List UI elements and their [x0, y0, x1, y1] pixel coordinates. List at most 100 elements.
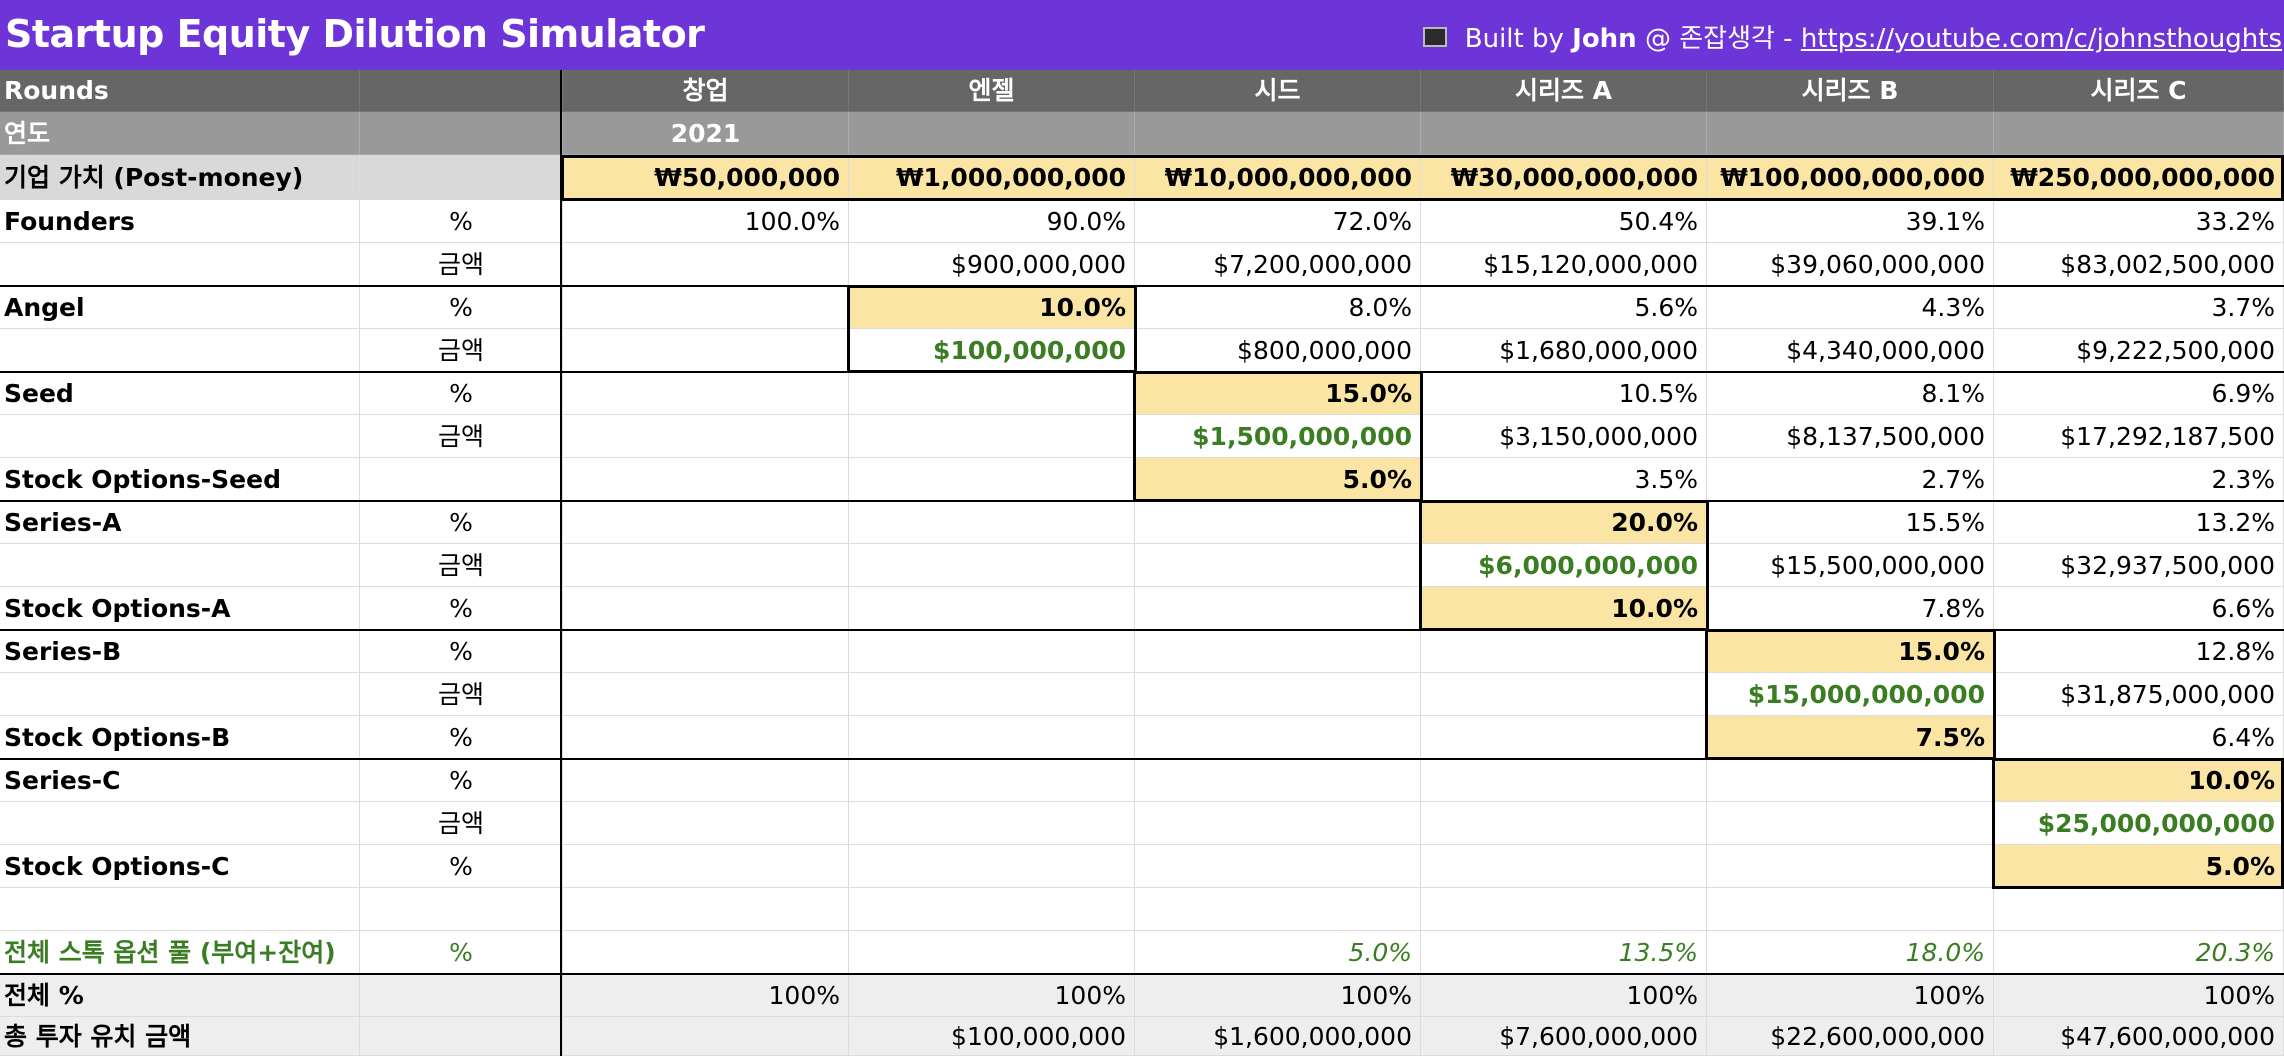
row-name[interactable]: Founders — [0, 200, 360, 243]
data-cell[interactable]: 5.6% — [1421, 286, 1707, 329]
data-cell[interactable] — [563, 1017, 849, 1056]
data-cell[interactable]: $6,000,000,000 — [1421, 544, 1707, 587]
option-pool-label[interactable]: 전체 스톡 옵션 풀 (부여+잔여) — [0, 931, 360, 974]
data-cell[interactable]: 33.2% — [1994, 200, 2284, 243]
year-cell[interactable] — [849, 112, 1135, 155]
data-cell[interactable]: $900,000,000 — [849, 243, 1135, 286]
data-cell[interactable]: 13.5% — [1421, 931, 1707, 974]
data-cell[interactable] — [563, 243, 849, 286]
data-cell[interactable]: $83,002,500,000 — [1994, 243, 2284, 286]
data-cell[interactable]: $15,000,000,000 — [1707, 673, 1994, 716]
data-cell[interactable] — [1421, 759, 1707, 802]
round-header-series-c[interactable]: 시리즈 C — [1994, 70, 2284, 112]
header-blank-cell[interactable] — [360, 70, 563, 112]
data-cell[interactable] — [1421, 845, 1707, 888]
row-unit[interactable]: % — [360, 372, 563, 415]
round-header-angel[interactable]: 엔젤 — [849, 70, 1135, 112]
youtube-link[interactable]: https://youtube.com/c/johnsthoughts — [1800, 24, 2282, 54]
row-name[interactable]: Series-C — [0, 759, 360, 802]
data-cell[interactable] — [849, 931, 1135, 974]
data-cell[interactable]: 5.0% — [1135, 931, 1421, 974]
row-unit[interactable] — [360, 458, 563, 501]
data-cell[interactable] — [1135, 759, 1421, 802]
data-cell[interactable]: $8,137,500,000 — [1707, 415, 1994, 458]
data-cell[interactable]: 3.7% — [1994, 286, 2284, 329]
round-header-series-a[interactable]: 시리즈 A — [1421, 70, 1707, 112]
data-cell[interactable] — [563, 673, 849, 716]
data-cell[interactable] — [1707, 759, 1994, 802]
data-cell[interactable] — [563, 630, 849, 673]
data-cell[interactable]: $15,120,000,000 — [1421, 243, 1707, 286]
data-cell[interactable] — [563, 802, 849, 845]
round-header-seed[interactable]: 시드 — [1135, 70, 1421, 112]
data-cell[interactable]: $7,200,000,000 — [1135, 243, 1421, 286]
data-cell[interactable]: 15.5% — [1707, 501, 1994, 544]
row-name[interactable]: Seed — [0, 372, 360, 415]
row-unit[interactable]: % — [360, 630, 563, 673]
data-cell[interactable]: 2.3% — [1994, 458, 2284, 501]
data-cell[interactable]: 50.4% — [1421, 200, 1707, 243]
data-cell[interactable]: $4,340,000,000 — [1707, 329, 1994, 372]
data-cell[interactable] — [1135, 587, 1421, 630]
data-cell[interactable] — [849, 888, 1135, 931]
data-cell[interactable] — [563, 458, 849, 501]
row-name[interactable]: Series-A — [0, 501, 360, 544]
data-cell[interactable]: 10.5% — [1421, 372, 1707, 415]
data-cell[interactable]: 20.0% — [1421, 501, 1707, 544]
row-unit[interactable]: 금액 — [360, 243, 563, 286]
data-cell[interactable]: 3.5% — [1421, 458, 1707, 501]
data-cell[interactable]: $22,600,000,000 — [1707, 1017, 1994, 1056]
total-investment-label[interactable]: 총 투자 유치 금액 — [0, 1017, 360, 1056]
data-cell[interactable]: $47,600,000,000 — [1994, 1017, 2284, 1056]
row-name[interactable]: Stock Options-C — [0, 845, 360, 888]
year-value[interactable]: 2021 — [563, 112, 849, 155]
data-cell[interactable] — [563, 759, 849, 802]
row-name[interactable] — [0, 673, 360, 716]
row-unit[interactable]: 금액 — [360, 329, 563, 372]
data-cell[interactable]: 7.8% — [1707, 587, 1994, 630]
row-name[interactable] — [0, 544, 360, 587]
row-unit[interactable]: % — [360, 759, 563, 802]
data-cell[interactable]: $100,000,000 — [849, 1017, 1135, 1056]
row-unit[interactable]: % — [360, 501, 563, 544]
rounds-label[interactable]: Rounds — [0, 70, 360, 112]
data-cell[interactable]: $7,600,000,000 — [1421, 1017, 1707, 1056]
year-cell[interactable] — [1707, 112, 1994, 155]
data-cell[interactable]: 100% — [563, 974, 849, 1017]
data-cell[interactable] — [563, 931, 849, 974]
row-unit[interactable]: % — [360, 587, 563, 630]
data-cell[interactable] — [563, 888, 849, 931]
data-cell[interactable]: 10.0% — [1994, 759, 2284, 802]
data-cell[interactable] — [563, 501, 849, 544]
data-cell[interactable]: 20.3% — [1994, 931, 2284, 974]
row-name[interactable] — [0, 802, 360, 845]
data-cell[interactable] — [563, 845, 849, 888]
total-percent-label[interactable]: 전체 % — [0, 974, 360, 1017]
row-unit[interactable]: 금액 — [360, 544, 563, 587]
data-cell[interactable]: $32,937,500,000 — [1994, 544, 2284, 587]
data-cell[interactable]: $1,680,000,000 — [1421, 329, 1707, 372]
row-name[interactable]: Stock Options-A — [0, 587, 360, 630]
data-cell[interactable]: 13.2% — [1994, 501, 2284, 544]
data-cell[interactable]: $15,500,000,000 — [1707, 544, 1994, 587]
data-cell[interactable]: 100% — [1135, 974, 1421, 1017]
data-cell[interactable] — [1421, 716, 1707, 759]
valuation-series-a[interactable]: ₩30,000,000,000 — [1421, 155, 1707, 200]
data-cell[interactable] — [1135, 673, 1421, 716]
row-unit[interactable] — [360, 888, 563, 931]
data-cell[interactable]: 5.0% — [1135, 458, 1421, 501]
year-blank-cell[interactable] — [360, 112, 563, 155]
data-cell[interactable]: $25,000,000,000 — [1994, 802, 2284, 845]
row-unit[interactable]: 금액 — [360, 673, 563, 716]
data-cell[interactable] — [1421, 802, 1707, 845]
data-cell[interactable] — [1994, 888, 2284, 931]
valuation-series-c[interactable]: ₩250,000,000,000 — [1994, 155, 2284, 200]
data-cell[interactable]: 6.6% — [1994, 587, 2284, 630]
row-unit[interactable]: 금액 — [360, 415, 563, 458]
row-name[interactable] — [0, 415, 360, 458]
data-cell[interactable]: 7.5% — [1707, 716, 1994, 759]
data-cell[interactable]: 8.0% — [1135, 286, 1421, 329]
row-name[interactable]: Stock Options-B — [0, 716, 360, 759]
year-cell[interactable] — [1421, 112, 1707, 155]
data-cell[interactable] — [1135, 888, 1421, 931]
